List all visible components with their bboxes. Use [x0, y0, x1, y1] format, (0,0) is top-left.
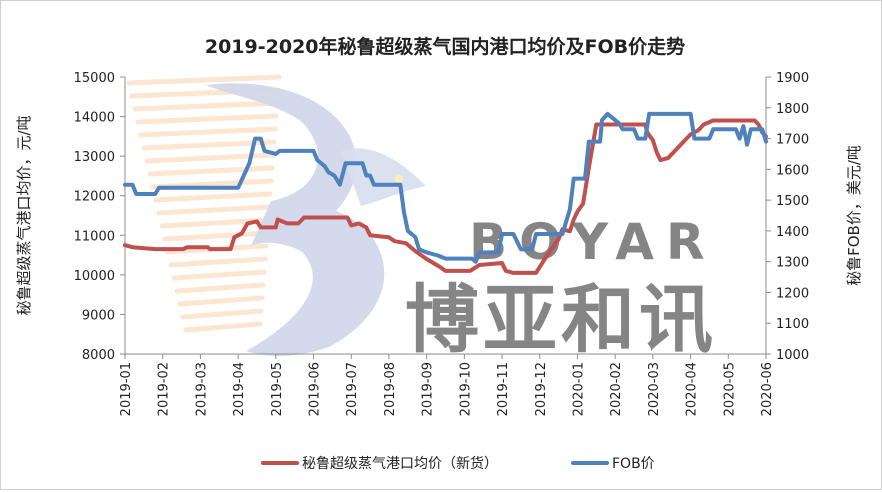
x-tick-label: 2019-04 — [232, 362, 247, 416]
chart-axes: 8000 9000 10000 11000 12000 13000 14000 15000 10… — [15, 71, 863, 416]
watermark-stripe — [144, 152, 276, 164]
watermark-stripe — [156, 204, 272, 216]
x-tick-label: 2020-02 — [609, 362, 624, 416]
y-tick-label-right: 1300 — [776, 256, 809, 271]
watermark-stripe — [174, 282, 266, 294]
watermark-swoosh — [206, 83, 385, 356]
legend-label-1: 秘鲁超级蒸气港口均价（新货） — [302, 455, 498, 472]
watermark-stripe — [180, 308, 264, 320]
x-tick-label: 2019-01 — [119, 362, 134, 416]
y-tick-label-right: 1200 — [776, 286, 809, 301]
x-tick-label: 2019-06 — [308, 362, 323, 416]
y-tick-label-right: 1700 — [776, 133, 809, 148]
watermark-stripe — [147, 165, 275, 177]
watermark-stripe — [168, 256, 268, 268]
x-tick-label: 2019-03 — [194, 362, 209, 416]
chart-title: 2019-2020年秘鲁超级蒸气国内港口均价及FOB价走势 — [205, 35, 685, 58]
watermark-bird-head — [341, 148, 426, 206]
y-tick-label-right: 1900 — [776, 71, 809, 86]
legend-label-2: FOB价 — [612, 456, 655, 472]
x-tick-label: 2020-04 — [685, 362, 700, 416]
watermark-chinese-text: 博亚和讯 — [405, 277, 717, 363]
y-tick-label-left: 15000 — [74, 71, 115, 86]
watermark-stripe — [177, 295, 265, 307]
watermark-stripe — [183, 321, 263, 333]
y-tick-label-right: 1100 — [776, 317, 809, 332]
series-layer — [123, 111, 768, 275]
watermark-bird-eye — [395, 175, 403, 183]
y-tick-label-right: 1600 — [776, 163, 809, 178]
watermark-stripe — [135, 113, 279, 125]
watermark-stripe — [129, 87, 281, 99]
y-tick-label-right: 1500 — [776, 194, 809, 209]
watermark-stripe — [126, 74, 282, 86]
x-tick-label: 2019-02 — [157, 362, 172, 416]
watermark-stripe — [171, 269, 267, 281]
y-tick-label-right: 1400 — [776, 225, 809, 240]
x-tick-label: 2019-10 — [458, 362, 473, 416]
watermark-stripe — [138, 126, 278, 138]
y-tick-label-left: 10000 — [74, 269, 115, 284]
x-tick-label: 2019-12 — [534, 362, 549, 416]
y-tick-label-left: 9000 — [82, 308, 115, 323]
chart-legend: 秘鲁超级蒸气港口均价（新货） FOB价 — [261, 455, 655, 472]
watermark-latin-text: BOYAR — [469, 213, 716, 271]
watermark-stripe — [162, 230, 270, 242]
y-tick-label-left: 12000 — [74, 190, 115, 205]
watermark-stripe — [153, 191, 273, 203]
x-tick-label: 2020-05 — [722, 362, 737, 416]
y-tick-label-left: 11000 — [74, 229, 115, 244]
y-axis-right-label: 秘鲁FOB价，美元/吨 — [845, 145, 863, 286]
y-axis-left-label: 秘鲁超级蒸气港口均价，元/吨 — [15, 115, 33, 315]
watermark-stripe — [132, 100, 280, 112]
y-tick-label-left: 8000 — [82, 348, 115, 363]
x-tick-label: 2019-07 — [345, 362, 360, 416]
x-tick-label: 2020-03 — [647, 362, 662, 416]
x-tick-label: 2020-01 — [571, 362, 586, 416]
x-tick-label: 2019-05 — [270, 362, 285, 416]
x-tick-label: 2019-09 — [421, 362, 436, 416]
y-tick-label-left: 13000 — [74, 150, 115, 165]
boyar-watermark-logo: BOYAR 博亚和讯 — [126, 74, 717, 363]
x-tick-label: 2019-11 — [496, 362, 511, 416]
x-tick-label: 2020-06 — [760, 362, 775, 416]
series-line-2 — [123, 111, 768, 264]
series-line-1 — [123, 118, 768, 275]
y-tick-label-left: 14000 — [74, 111, 115, 126]
x-tick-label: 2019-08 — [383, 362, 398, 416]
y-tick-label-right: 1800 — [776, 102, 809, 117]
y-tick-label-right: 1000 — [776, 348, 809, 363]
